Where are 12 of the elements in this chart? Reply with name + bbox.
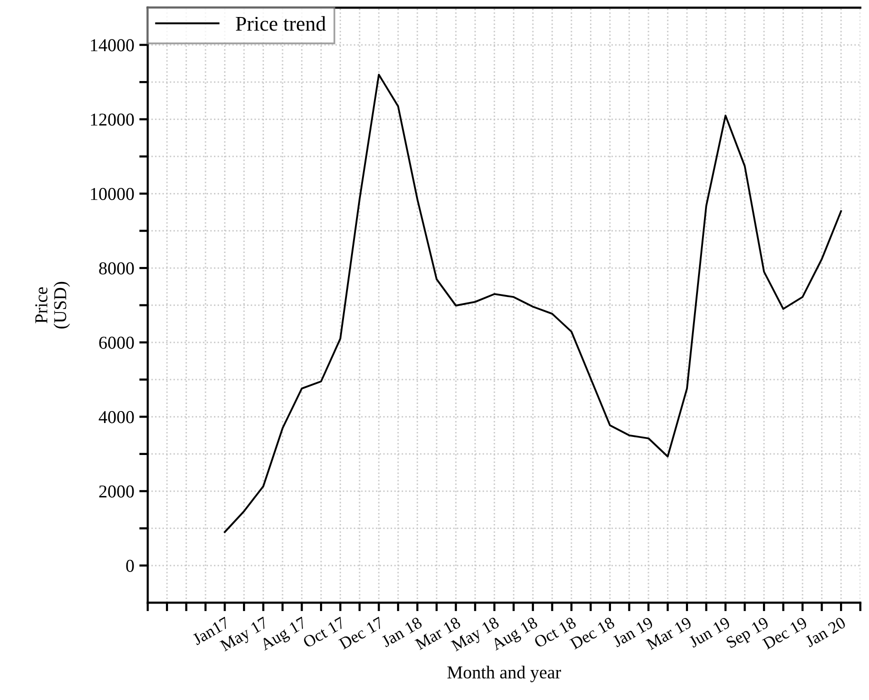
y-tick-label: 8000 bbox=[99, 262, 134, 274]
y-tick-label: 6000 bbox=[99, 336, 134, 349]
y-tick-label: 12000 bbox=[90, 114, 134, 126]
y-axis-title: Price (USD) bbox=[35, 282, 70, 328]
x-axis-title: Month and year bbox=[447, 666, 562, 682]
y-tick-label: 0 bbox=[126, 560, 134, 572]
y-tick-label: 10000 bbox=[90, 188, 134, 200]
y-tick-label: 2000 bbox=[99, 485, 134, 498]
line-series bbox=[224, 74, 842, 533]
y-tick-label: 4000 bbox=[98, 411, 134, 424]
legend-label: Price trend bbox=[236, 16, 326, 31]
y-tick-label: 14000 bbox=[90, 39, 134, 52]
